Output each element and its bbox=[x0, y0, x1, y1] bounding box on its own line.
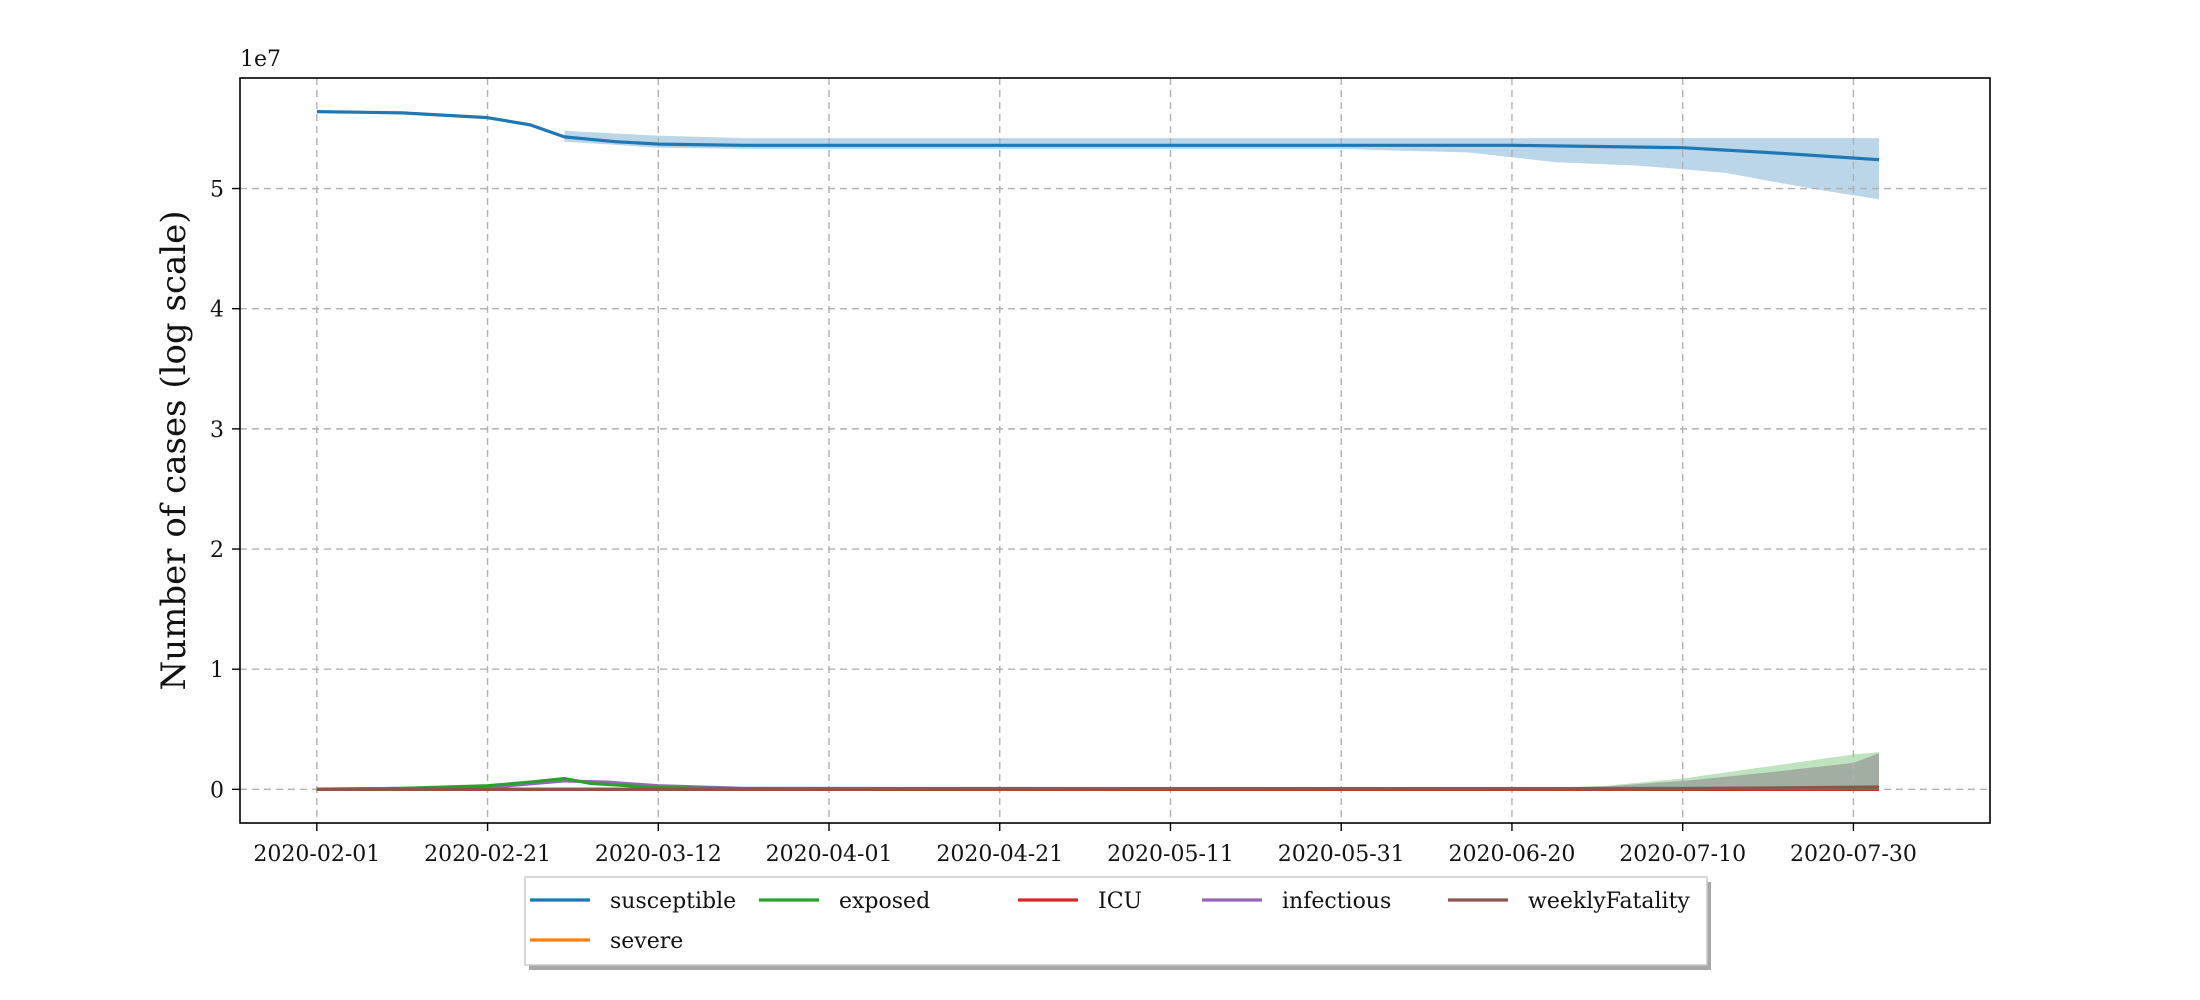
y-axis-title: Number of cases (log scale) bbox=[154, 210, 194, 690]
x-tick-label: 2020-07-30 bbox=[1790, 842, 1917, 867]
x-tick-label: 2020-07-10 bbox=[1619, 842, 1746, 867]
plot-area-frame bbox=[239, 77, 1991, 824]
legend: susceptible exposed ICU infectious weeklyFat… bbox=[524, 876, 1711, 970]
y-tick-label: 4 bbox=[210, 298, 224, 323]
severe-legend-label: severe bbox=[610, 929, 683, 954]
x-tick-label: 2020-06-20 bbox=[1449, 842, 1576, 867]
y-tick-label: 1 bbox=[210, 658, 224, 683]
infectious-band bbox=[1511, 753, 1880, 790]
weeklyFatality-line bbox=[316, 785, 1880, 791]
x-tick-label: 2020-02-01 bbox=[253, 842, 380, 867]
x-tick-label: 2020-05-11 bbox=[1107, 842, 1234, 867]
confidence-bands bbox=[564, 130, 1880, 790]
y-tick-label: 3 bbox=[210, 418, 224, 443]
x-tick-label: 2020-03-12 bbox=[595, 842, 722, 867]
series-lines bbox=[316, 110, 1880, 791]
y-axis-offset-text: 1e7 bbox=[240, 47, 281, 72]
x-tick-label: 2020-04-21 bbox=[936, 842, 1063, 867]
susceptible-legend-label: susceptible bbox=[610, 889, 736, 914]
axis-ticks: 2020-02-01 2020-02-21 2020-03-12 2020-04-01… bbox=[210, 178, 1917, 867]
legend-box bbox=[524, 876, 1708, 966]
exposed-band bbox=[1511, 752, 1880, 790]
y-tick-label: 5 bbox=[210, 178, 224, 203]
grid-lines bbox=[240, 78, 1990, 823]
infectious-legend-label: infectious bbox=[1282, 889, 1391, 914]
y-tick-label: 2 bbox=[210, 538, 224, 563]
y-tick-label: 0 bbox=[210, 778, 224, 803]
susceptible-line bbox=[316, 110, 1880, 162]
weeklyFatality-legend-label: weeklyFatality bbox=[1528, 889, 1690, 914]
x-tick-label: 2020-05-31 bbox=[1278, 842, 1405, 867]
x-tick-label: 2020-02-21 bbox=[424, 842, 551, 867]
x-tick-label: 2020-04-01 bbox=[766, 842, 893, 867]
ICU-legend-label: ICU bbox=[1098, 889, 1142, 914]
susceptible-band bbox=[564, 130, 1880, 200]
exposed-legend-label: exposed bbox=[839, 889, 930, 914]
